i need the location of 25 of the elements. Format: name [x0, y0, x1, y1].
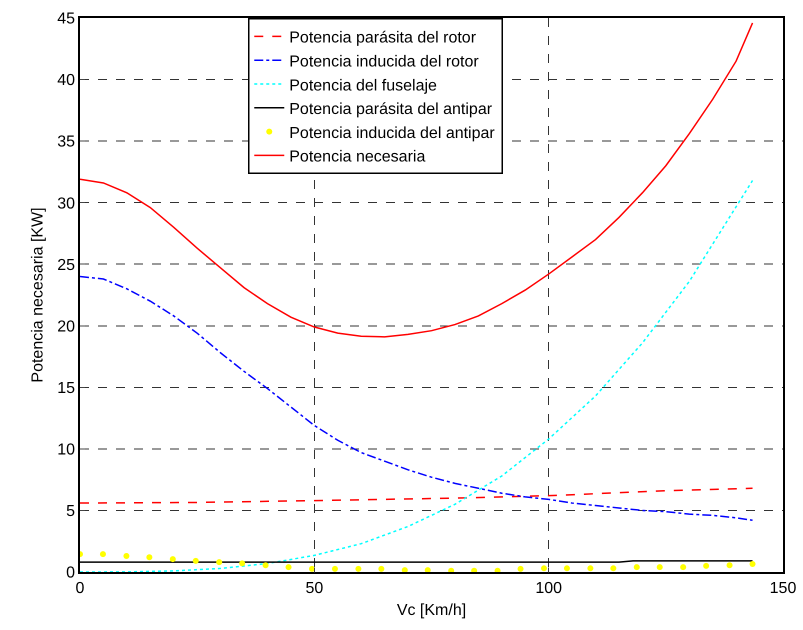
line-series: [80, 488, 754, 504]
legend-label: Potencia necesaria: [289, 148, 426, 166]
y-tick-label: 45: [57, 10, 76, 28]
y-tick-label: 0: [66, 564, 76, 582]
legend-label: Potencia del fuselaje: [289, 77, 438, 94]
legend-label: Potencia inducida del antipar: [289, 124, 496, 142]
y-tick-label: 25: [57, 256, 76, 274]
legend-label: Potencia inducida del rotor: [289, 53, 480, 70]
x-tick-label: 150: [770, 580, 796, 597]
line-series: [80, 22, 754, 338]
line-series: [80, 276, 754, 522]
x-axis-title: Vc [Km/h]: [396, 602, 466, 620]
y-tick-label: 30: [57, 195, 76, 212]
y-tick-label: 20: [57, 318, 76, 336]
y-tick-label: 15: [57, 380, 76, 397]
y-tick-label: 35: [57, 134, 76, 151]
legend-label: Potencia parásita del antipar: [289, 101, 493, 118]
legend-label: Potencia parásita del rotor: [289, 30, 477, 47]
x-tick-label: 50: [305, 580, 324, 597]
y-tick-label: 40: [57, 72, 76, 90]
y-tick-label: 5: [66, 503, 76, 520]
y-tick-label: 10: [57, 441, 76, 458]
line-series: [80, 180, 754, 572]
y-axis-title: Potencia necesaria [KW]: [30, 207, 47, 383]
x-tick-label: 100: [535, 580, 562, 597]
